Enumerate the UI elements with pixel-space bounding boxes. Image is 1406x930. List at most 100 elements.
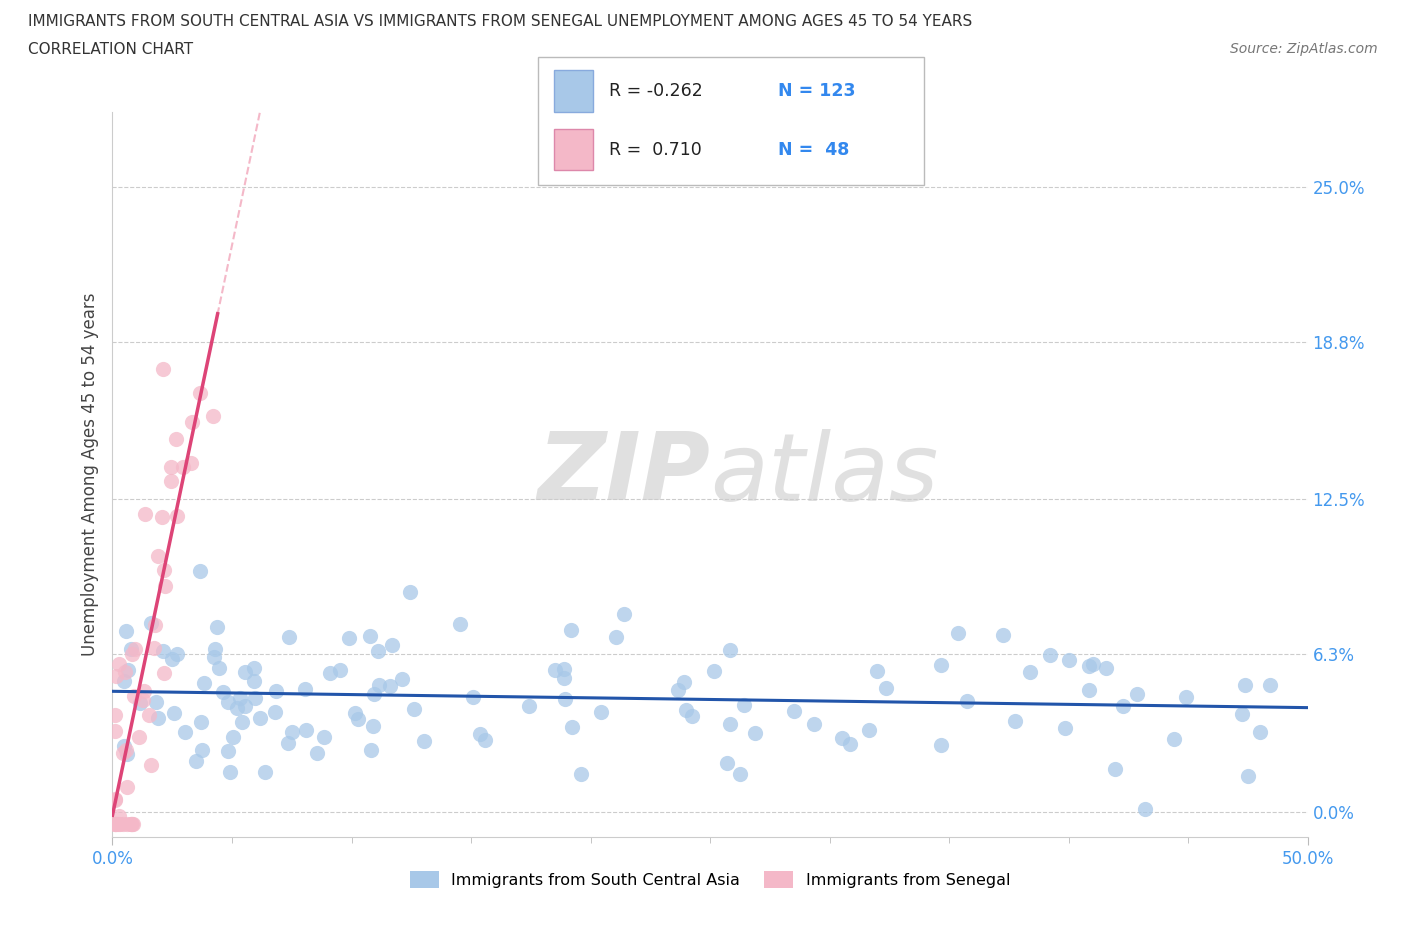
Point <box>544 663 567 678</box>
Point <box>190 742 212 757</box>
Text: IMMIGRANTS FROM SOUTH CENTRAL ASIA VS IMMIGRANTS FROM SENEGAL UNEMPLOYMENT AMONG: IMMIGRANTS FROM SOUTH CENTRAL ASIA VS IM… <box>28 14 973 29</box>
Point <box>1039 647 1062 662</box>
Point <box>115 742 138 757</box>
Point <box>253 764 276 779</box>
Point <box>146 549 169 564</box>
Point <box>134 507 156 522</box>
Point <box>468 727 491 742</box>
Point <box>1081 657 1104 671</box>
Point <box>114 739 135 754</box>
Point <box>733 698 755 712</box>
Point <box>145 694 167 709</box>
Point <box>363 686 385 701</box>
Point <box>264 684 287 698</box>
Point <box>337 631 360 645</box>
Point <box>138 708 160 723</box>
Point <box>672 674 695 689</box>
Point <box>243 673 266 688</box>
Point <box>243 691 266 706</box>
FancyBboxPatch shape <box>538 57 924 185</box>
Point <box>703 664 725 679</box>
Point <box>165 432 187 446</box>
Point <box>173 725 195 740</box>
Point <box>160 473 183 488</box>
Point <box>1104 762 1126 777</box>
Point <box>1004 713 1026 728</box>
Point <box>114 674 135 689</box>
Point <box>329 663 352 678</box>
Point <box>666 683 689 698</box>
Point <box>132 684 155 698</box>
Point <box>264 705 287 720</box>
Point <box>1078 683 1101 698</box>
Point <box>1249 724 1271 739</box>
Point <box>159 459 181 474</box>
Point <box>277 735 299 750</box>
FancyBboxPatch shape <box>554 70 593 112</box>
Y-axis label: Unemployment Among Ages 45 to 54 years: Unemployment Among Ages 45 to 54 years <box>80 293 98 656</box>
Point <box>858 723 880 737</box>
Point <box>993 628 1015 643</box>
Point <box>519 699 541 714</box>
Point <box>955 694 977 709</box>
Point <box>569 767 592 782</box>
Point <box>202 649 225 664</box>
Point <box>204 642 226 657</box>
Point <box>139 616 162 631</box>
Point <box>115 746 138 761</box>
Point <box>128 730 150 745</box>
Point <box>235 698 257 713</box>
Point <box>104 791 127 806</box>
Point <box>360 743 382 758</box>
Text: R =  0.710: R = 0.710 <box>609 140 702 158</box>
Point <box>104 792 127 807</box>
Point <box>233 665 256 680</box>
Point <box>120 642 142 657</box>
Point <box>1057 652 1080 667</box>
Point <box>718 716 741 731</box>
Point <box>128 696 150 711</box>
Point <box>121 646 143 661</box>
Point <box>553 661 575 676</box>
Point <box>120 817 142 832</box>
Point <box>107 817 129 832</box>
Point <box>117 663 139 678</box>
Point <box>111 745 134 760</box>
Point <box>1230 707 1253 722</box>
Point <box>412 734 434 749</box>
Point <box>718 643 741 658</box>
Point <box>180 456 202 471</box>
Point <box>295 723 318 737</box>
Point <box>1175 689 1198 704</box>
Point <box>560 623 582 638</box>
Point <box>347 711 370 726</box>
Point <box>312 730 335 745</box>
Point <box>561 719 583 734</box>
Point <box>243 660 266 675</box>
Point <box>367 644 389 658</box>
Point <box>124 642 146 657</box>
Point <box>294 682 316 697</box>
Point <box>115 817 138 832</box>
Point <box>225 701 247 716</box>
Text: ZIP: ZIP <box>537 429 710 520</box>
Point <box>143 618 166 632</box>
Point <box>190 714 212 729</box>
Point <box>280 724 302 739</box>
Point <box>141 757 163 772</box>
Point <box>839 737 862 751</box>
Point <box>114 665 136 680</box>
Point <box>278 630 301 644</box>
Point <box>104 817 127 832</box>
Point <box>166 508 188 523</box>
Text: atlas: atlas <box>710 429 938 520</box>
Point <box>605 630 627 644</box>
Point <box>208 661 231 676</box>
Point <box>107 809 129 824</box>
Point <box>228 690 250 705</box>
Point <box>716 755 738 770</box>
Point <box>449 617 471 631</box>
Point <box>120 817 142 832</box>
FancyBboxPatch shape <box>554 128 593 170</box>
Text: Source: ZipAtlas.com: Source: ZipAtlas.com <box>1230 42 1378 56</box>
